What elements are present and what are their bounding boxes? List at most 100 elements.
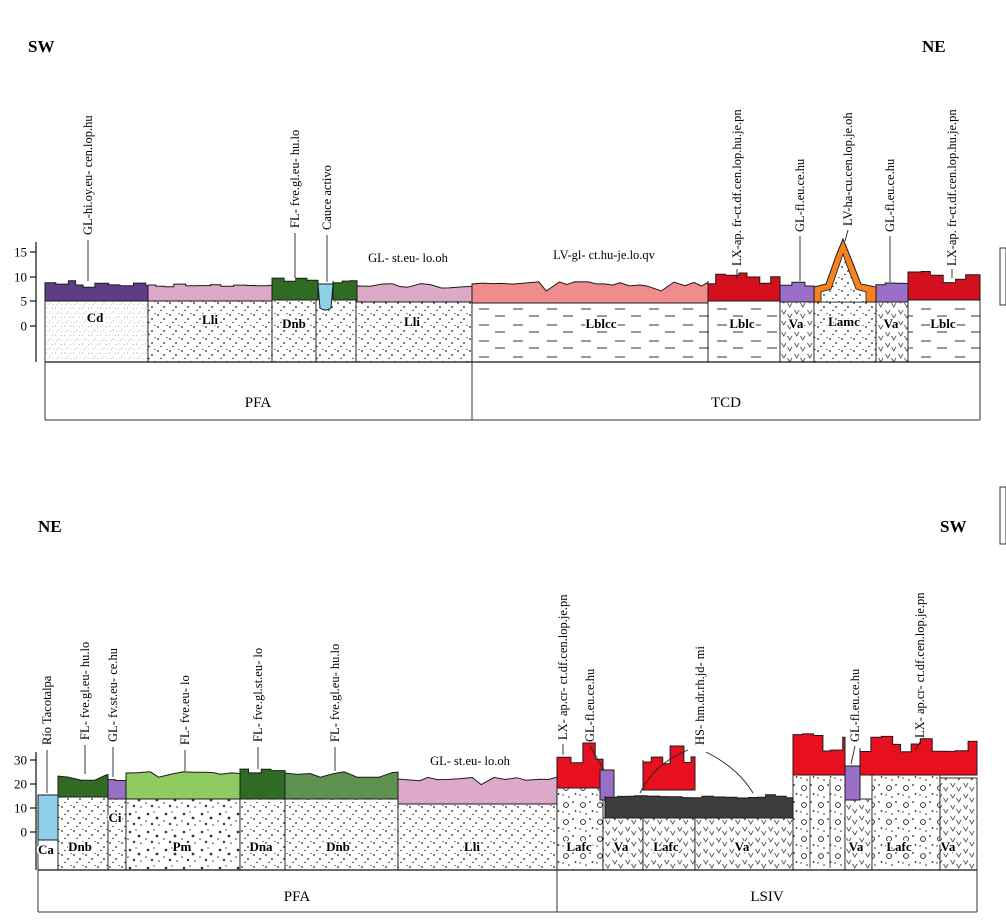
cutoff-strip [999, 486, 1006, 545]
profile-label: LV-ha-cu.cen.lop.je.oh [841, 112, 855, 226]
leader-line [850, 745, 856, 765]
substrate-texture-vv [845, 799, 872, 870]
group-bracket [37, 870, 978, 913]
profile-label: Cauce activo [320, 165, 334, 230]
profile-label: GL-fl.eu.ce.hu [883, 158, 897, 232]
profile-label: GL-hi.oy.eu- cen.lop.hu [81, 115, 95, 235]
stratum-cap [844, 765, 861, 801]
substrate-texture-rubble [793, 774, 845, 870]
unit-label: Lafc [886, 839, 912, 854]
river-channel [317, 283, 334, 311]
profile-label: FL- fve.gl.eu- hu.lo [78, 642, 92, 740]
stratum-cap [779, 281, 815, 303]
group-label: TCD [711, 395, 741, 411]
corner-direction-label: SW [28, 37, 54, 56]
unit-label: Lblc [729, 316, 755, 331]
corner-direction-label: SW [940, 517, 966, 536]
unit-label: Va [941, 839, 956, 854]
unit-label: Lblc [930, 316, 956, 331]
group-bracket [44, 362, 981, 421]
profile-label: GL- st.eu- lo.oh [430, 754, 511, 768]
axis-tick-label: 30 [14, 753, 27, 768]
unit-label: Lafc [566, 839, 592, 854]
substrate-texture-dashes [472, 302, 708, 362]
panel-lower: 30 20 10 0 Río Tacotalpa FL- fve.gl.eu- hu.lo… [14, 486, 1006, 913]
profile-label: GL-fl.eu.ce.hu [848, 668, 862, 742]
substrate-texture-dashes [708, 300, 780, 362]
substrate-texture-dots [148, 300, 272, 362]
unit-label: Pm [173, 839, 192, 854]
cutoff-strip [999, 247, 1006, 306]
substrate-texture-dots [58, 796, 108, 870]
corner-direction-label: NE [922, 37, 946, 56]
unit-label: Lli [464, 839, 480, 854]
stratum-cap [397, 776, 558, 805]
substrate-texture-vv [643, 818, 695, 870]
stratum-cap [125, 771, 241, 800]
axis-tick-label: 10 [14, 270, 27, 285]
unit-label: Va [735, 839, 750, 854]
substrate-texture-vv [695, 818, 793, 870]
substrate-texture-rubble [872, 774, 940, 870]
stratum-cap [556, 742, 604, 789]
unit-label: Lli [202, 312, 218, 327]
substrate-texture-vv [940, 778, 977, 870]
stratum-cap [875, 282, 909, 303]
substrate-texture-vv [603, 818, 643, 870]
volcanic-peak-texture [820, 252, 867, 303]
profile-label: Río Tacotalpa [40, 675, 54, 745]
substrate-texture-pebble [126, 798, 240, 870]
substrate-texture-dashes [908, 299, 980, 362]
unit-label: Dna [249, 839, 273, 854]
unit-label: Va [849, 839, 864, 854]
unit-label: Lamc [828, 314, 860, 329]
stratum-cap [37, 794, 59, 841]
unit-label: Ca [38, 842, 54, 857]
stratum-cap [271, 277, 319, 301]
profile-label: HS- hm.dr.rh.jd- mi [693, 646, 707, 745]
stratum-cap [599, 769, 615, 801]
axis-tick-label: 5 [21, 294, 28, 309]
substrate-texture-dots [272, 299, 316, 362]
unit-label: Cd [87, 310, 104, 325]
axis-tick-label: 0 [21, 319, 28, 334]
substrate-column [38, 840, 58, 870]
substrate-texture-speckle [45, 300, 148, 362]
stratum-cap [642, 745, 696, 791]
substrate-texture-vv [876, 301, 908, 362]
profile-label: GL-fl.eu.ce.hu [583, 668, 597, 742]
profile-label: LX-ap. fr-ct.df.cen.lop.hu.je.pn [730, 109, 744, 266]
corner-direction-label: NE [38, 517, 62, 536]
stratum-cap [707, 272, 781, 302]
substrate-texture-dots [356, 301, 472, 362]
profile-label: FL- fve.eu- lo [178, 675, 192, 745]
profile-label: LX- ap.cr- ct.df.cen.lop.je.pn [556, 594, 570, 740]
profile-label: FL- fve.gl.eu- hu.lo [288, 130, 302, 228]
substrate-texture-dots [108, 798, 126, 870]
profile-label: LX-ap. fr-ct.df.cen.lop.hu.je.pn [945, 109, 959, 266]
profile-label: FL- fve.gl.st.eu- lo [251, 648, 265, 742]
unit-label: Va [789, 316, 804, 331]
stratum-cap [239, 768, 286, 800]
stratum-cap [147, 283, 273, 302]
leader-line [844, 229, 849, 242]
axis-tick-label: 20 [14, 777, 27, 792]
stratum-cap [356, 283, 473, 303]
stratum-cap [792, 733, 846, 776]
profile-label: GL-fl.eu.ce.hu [793, 158, 807, 232]
unit-label: Ci [109, 810, 122, 825]
axis-tick-label: 10 [14, 801, 27, 816]
panel-upper: 15 10 5 0 GL-hi.oy.eu- cen.lop.hu FL- fve.gl.… [14, 37, 1006, 421]
stratum-cap [44, 280, 149, 302]
stratum-cap [57, 774, 109, 798]
unit-label: Dnb [326, 839, 350, 854]
group-label: LSIV [750, 889, 784, 905]
substrate-texture-dots [285, 798, 398, 870]
stratum-cap [332, 280, 358, 301]
unit-label: Dnb [68, 839, 92, 854]
stratum-cap [859, 735, 978, 776]
substrate-texture-rubble [557, 787, 603, 870]
profile-label: FL- fve.gl.eu- hu.lo [328, 644, 342, 742]
stratum-cap [471, 281, 709, 304]
